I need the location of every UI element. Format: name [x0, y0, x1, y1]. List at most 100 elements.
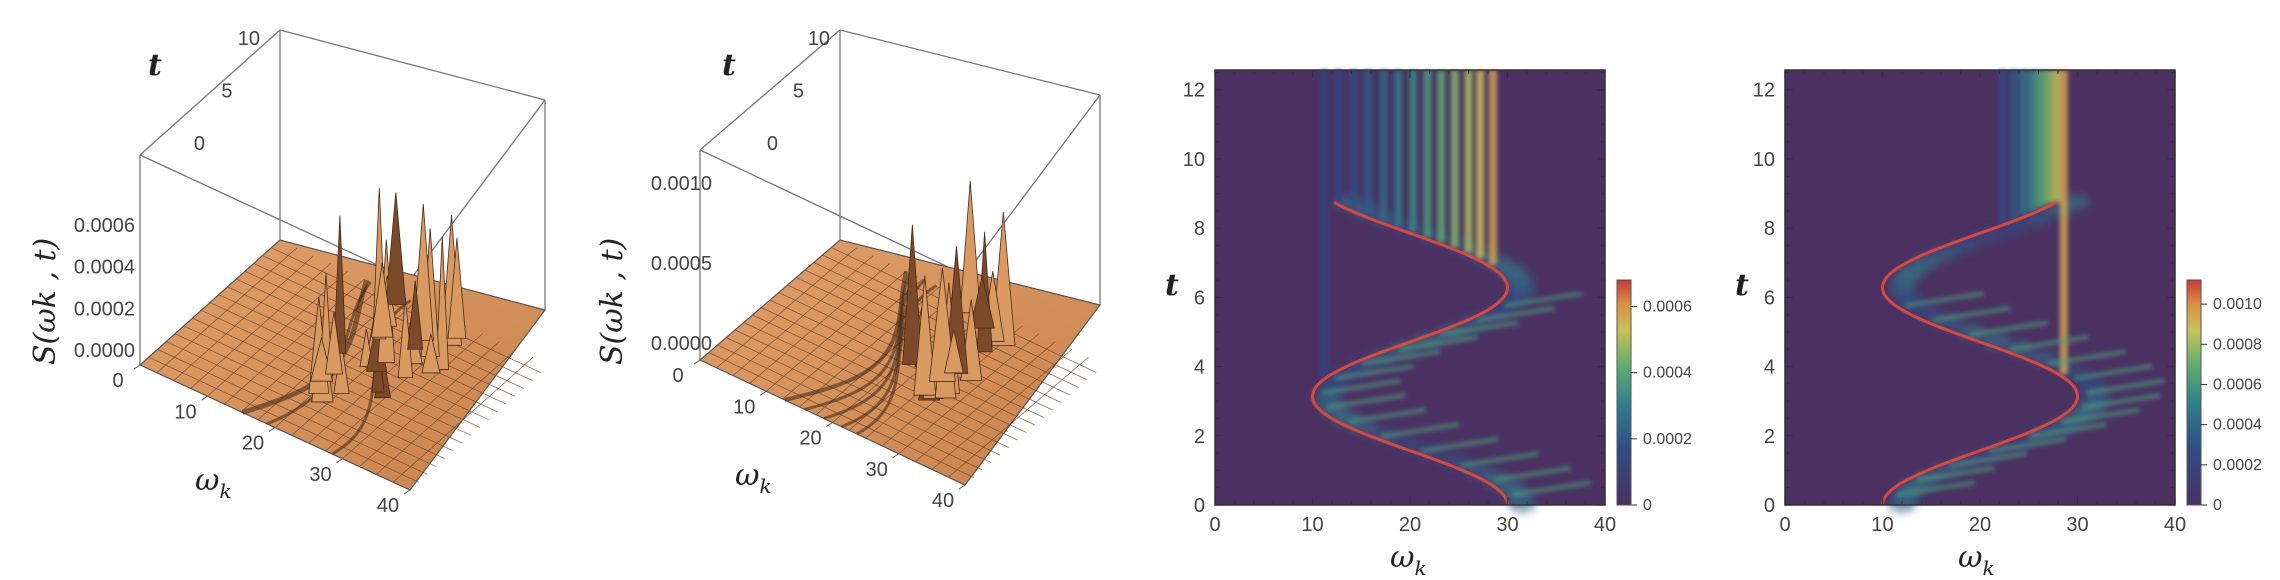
heatmap-stripe: [1998, 70, 2006, 223]
y-tick-label: 10: [1183, 149, 1205, 171]
heatmap-background: [1785, 70, 2175, 505]
y-axis-title: t: [1165, 268, 1179, 303]
surface-plot-1: 010203040 0510 0.00000.00020.00040.0006 …: [28, 28, 545, 517]
x-tick-label: 10: [1301, 514, 1323, 536]
heatmap-stripe: [1320, 70, 1328, 376]
x-tick-label: 30: [2066, 514, 2088, 536]
y-tick-label: 0: [1764, 495, 1775, 517]
x-tick-label: 0: [1209, 514, 1220, 536]
x-tick-label: 40: [2164, 514, 2186, 536]
x-tick-label: 40: [932, 490, 954, 512]
heatmap-stripe: [1465, 70, 1473, 253]
y-tick-label: 6: [1194, 287, 1205, 309]
y-axis-title: t: [1735, 268, 1749, 303]
z-tick-label: 0.0000: [651, 333, 712, 355]
x-tick-label: 20: [1399, 514, 1421, 536]
heatmap-stripe: [2044, 70, 2052, 204]
z-axis-title: S(ωk , t): [28, 238, 63, 365]
z-tick-label: 0.0005: [651, 253, 712, 275]
heatmap-stripe: [1489, 70, 1497, 265]
y-axis-title: t: [722, 48, 736, 83]
heatmap-plot-2: 0 10 20 30 40 024681012 00.00020.00040.00060…: [1735, 70, 2262, 580]
y-tick-label: 10: [1753, 149, 1775, 171]
heatmap-stripe: [1476, 70, 1484, 259]
y-tick-label: 6: [1764, 287, 1775, 309]
x-tick-label: 0: [1779, 514, 1790, 536]
y-tick-label: 4: [1764, 357, 1775, 379]
y-tick-label: 2: [1194, 426, 1205, 448]
x-tick: [893, 454, 899, 458]
y-tick-label: 4: [1194, 357, 1205, 379]
x-tick-label: 0: [672, 365, 683, 387]
colorbar-tick-label: 0: [1643, 497, 1652, 514]
heatmap-stripe: [1380, 70, 1388, 222]
z-tick-label: 0.0010: [651, 173, 712, 195]
x-tick: [694, 360, 700, 364]
z-tick-labels: 0.0000 0.0002 0.0004 0.0006: [74, 215, 135, 362]
y-tick-label: 0: [767, 133, 778, 155]
surface-plot-2: 0 10 20 30 40 0 5 10 0.0000 0.0005 0.0010 ωk t S…: [595, 28, 1100, 512]
box-edge: [840, 30, 1100, 95]
x-tick-label: 30: [309, 464, 331, 486]
heatmap-plot-1: 0 10 20 30 40 024681012 00.00020.00040.0006 …: [1165, 70, 1692, 580]
x-tick-label: 40: [377, 495, 399, 517]
x-tick: [959, 485, 965, 489]
heatmap-stripe: [1437, 70, 1445, 243]
z-tick-label: 0.0004: [74, 257, 135, 279]
y-axis-title: t: [148, 48, 162, 83]
x-axis-title: ωk: [195, 463, 232, 503]
heatmap-stripe: [2052, 70, 2060, 203]
x-axis-title: ωk: [1958, 540, 1995, 580]
x-tick: [202, 396, 208, 400]
x-tick: [827, 423, 833, 427]
heatmap-stripe: [1349, 70, 1357, 209]
x-tick: [269, 428, 275, 432]
colorbar-tick-label: 0.0010: [2213, 296, 2262, 313]
x-tick-label: 40: [1594, 514, 1616, 536]
z-tick-label: 0.0006: [74, 215, 135, 237]
colorbar-tick-label: 0.0006: [1643, 298, 1692, 315]
z-tick-label: 0.0000: [74, 340, 135, 362]
surface-peak: [960, 181, 980, 313]
x-axis-title: ωk: [1390, 540, 1427, 580]
y-tick-label: 12: [1183, 80, 1205, 102]
colorbar-gradient: [2187, 280, 2201, 505]
heatmap-stripe: [2036, 70, 2044, 207]
x-tick: [404, 490, 410, 494]
x-tick-label: 0: [112, 370, 123, 392]
y-tick-label: 5: [221, 81, 232, 103]
y-tick-label: 10: [808, 28, 830, 50]
y-tick-labels: 0 5 10: [194, 28, 260, 155]
y-tick-label: 2: [1764, 426, 1775, 448]
heatmap-stripe: [2010, 70, 2018, 219]
heatmap-stripe: [1409, 70, 1417, 232]
y-tick-label: 0: [194, 133, 205, 155]
x-tick: [337, 459, 343, 463]
colorbar-tick-label: 0.0008: [2213, 336, 2262, 353]
heatmap-stripe: [1335, 70, 1343, 203]
x-tick-label: 20: [799, 428, 821, 450]
heatmap-stripe: [2029, 70, 2037, 212]
x-tick: [760, 391, 766, 395]
heatmap-area: [1785, 70, 2175, 513]
y-tick-label: 8: [1194, 218, 1205, 240]
heatmap-cell: [1952, 237, 1980, 253]
heatmap-stripe: [1451, 70, 1459, 248]
x-tick-label: 10: [1871, 514, 1893, 536]
x-tick: [134, 365, 140, 369]
x-tick-label: 20: [242, 433, 264, 455]
y-tick-label: 0: [1194, 495, 1205, 517]
x-tick-label: 30: [866, 459, 888, 481]
surface-floor: [700, 240, 1100, 485]
heatmap-stripe: [1424, 70, 1432, 238]
surface-peak: [386, 192, 406, 304]
colorbar-tick-label: 0.0006: [2213, 376, 2262, 393]
x-tick-label: 10: [174, 401, 196, 423]
y-tick-label: 10: [238, 28, 260, 50]
colorbar-tick-label: 0.0004: [1643, 365, 1692, 382]
colorbar-gradient: [1617, 280, 1631, 505]
x-tick-label: 20: [1969, 514, 1991, 536]
x-axis-title: ωk: [735, 458, 772, 498]
y-tick-label: 5: [793, 81, 804, 103]
